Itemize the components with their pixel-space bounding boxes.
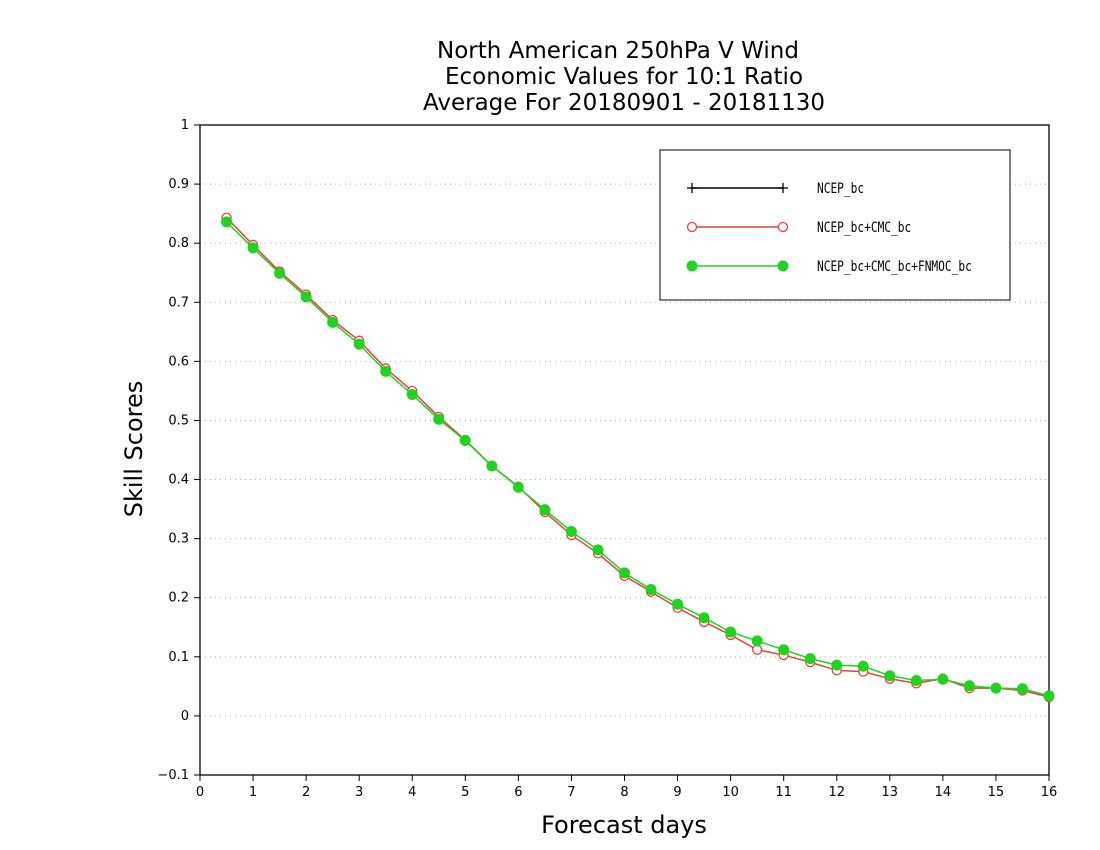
data-point	[910, 674, 922, 686]
y-tick-label: 0.4	[168, 473, 189, 488]
data-point	[698, 612, 710, 624]
data-point	[645, 583, 657, 595]
y-tick-label: 0.7	[168, 295, 189, 310]
data-point	[857, 660, 869, 672]
data-point	[247, 242, 259, 254]
x-tick-label: 8	[620, 785, 628, 800]
x-tick-label: 12	[828, 785, 845, 800]
legend: NCEP_bc NCEP_bc+CMC_bc NCEP_bc+CMC_bc+FNMO…	[659, 149, 1011, 301]
x-tick-label: 11	[775, 785, 792, 800]
data-point	[512, 481, 524, 493]
data-point	[804, 653, 816, 665]
data-point	[221, 216, 233, 228]
data-point	[592, 544, 604, 556]
data-point	[884, 670, 896, 682]
x-tick-label: 7	[567, 785, 575, 800]
x-tick-label: 14	[935, 785, 952, 800]
data-point	[1043, 690, 1055, 702]
legend-label: NCEP_bc+CMC_bc+FNMOC_bc	[817, 258, 972, 275]
chart-title-line-2: Economic Values for 10:1 Ratio	[445, 64, 803, 90]
data-point	[619, 567, 630, 579]
y-tick-label: 0.9	[168, 177, 189, 192]
y-tick-label: 0.5	[168, 413, 189, 428]
data-point	[353, 338, 365, 350]
x-tick-label: 9	[673, 785, 681, 800]
data-point	[751, 635, 763, 647]
chart-title-line-3: Average For 20180901 - 20181130	[423, 90, 825, 116]
x-tick-label: 13	[882, 785, 899, 800]
y-tick-label: 0.2	[168, 591, 189, 606]
data-point	[752, 644, 763, 655]
y-axis-title: Skill Scores	[120, 381, 148, 518]
data-point	[459, 435, 471, 447]
legend-label: NCEP_bc	[817, 180, 864, 197]
series-layer	[221, 212, 1055, 703]
x-tick-label: 15	[988, 785, 1005, 800]
legend-item: NCEP_bc+CMC_bc+FNMOC_bc	[686, 258, 972, 275]
x-tick-label: 2	[302, 785, 310, 800]
legend-item: NCEP_bc+CMC_bc	[686, 219, 911, 236]
x-tick-label: 0	[196, 785, 204, 800]
legend-label: NCEP_bc+CMC_bc	[817, 219, 911, 236]
data-point	[672, 598, 684, 610]
x-tick-label: 1	[249, 785, 257, 800]
data-point	[486, 460, 498, 472]
series-2	[221, 216, 1055, 702]
data-point	[300, 291, 312, 303]
chart-title-line-1: North American 250hPa V Wind	[437, 38, 799, 64]
data-point	[274, 267, 286, 279]
data-point	[963, 680, 975, 692]
y-tick-label: 0.3	[168, 532, 189, 547]
data-point	[725, 626, 737, 638]
data-point	[406, 388, 418, 400]
data-point	[778, 644, 790, 656]
x-tick-label: 10	[722, 785, 739, 800]
y-tick-label: 0.8	[168, 236, 189, 251]
legend-item: NCEP_bc	[687, 180, 864, 197]
data-point	[831, 659, 843, 671]
x-tick-label: 4	[408, 785, 416, 800]
x-axis-title: Forecast days	[541, 811, 707, 839]
y-tick-label: 0	[181, 709, 189, 724]
data-point	[990, 682, 1002, 694]
data-point	[380, 365, 392, 377]
legend-marker	[686, 260, 698, 272]
data-point	[327, 316, 339, 328]
legend-marker	[778, 183, 788, 193]
y-tick-label: 1	[181, 118, 189, 133]
legend-marker	[777, 260, 789, 272]
legend-marker	[686, 221, 698, 233]
data-point	[539, 504, 551, 516]
data-point	[565, 526, 577, 538]
y-tick-label: 0.1	[168, 650, 189, 665]
data-point	[937, 673, 949, 685]
legend-marker	[687, 183, 697, 193]
data-point	[1016, 683, 1028, 695]
data-point	[433, 413, 445, 425]
y-tick-label: −0.1	[157, 768, 189, 783]
legend-marker	[777, 221, 789, 233]
x-tick-label: 3	[355, 785, 363, 800]
x-tick-label: 16	[1041, 785, 1058, 800]
x-tick-label: 6	[514, 785, 522, 800]
legend-box	[659, 149, 1011, 301]
y-tick-label: 0.6	[168, 354, 189, 369]
x-tick-label: 5	[461, 785, 469, 800]
axes: −0.100.10.20.30.40.50.60.70.80.910 1 2 3 4 5 6…	[157, 118, 1057, 800]
